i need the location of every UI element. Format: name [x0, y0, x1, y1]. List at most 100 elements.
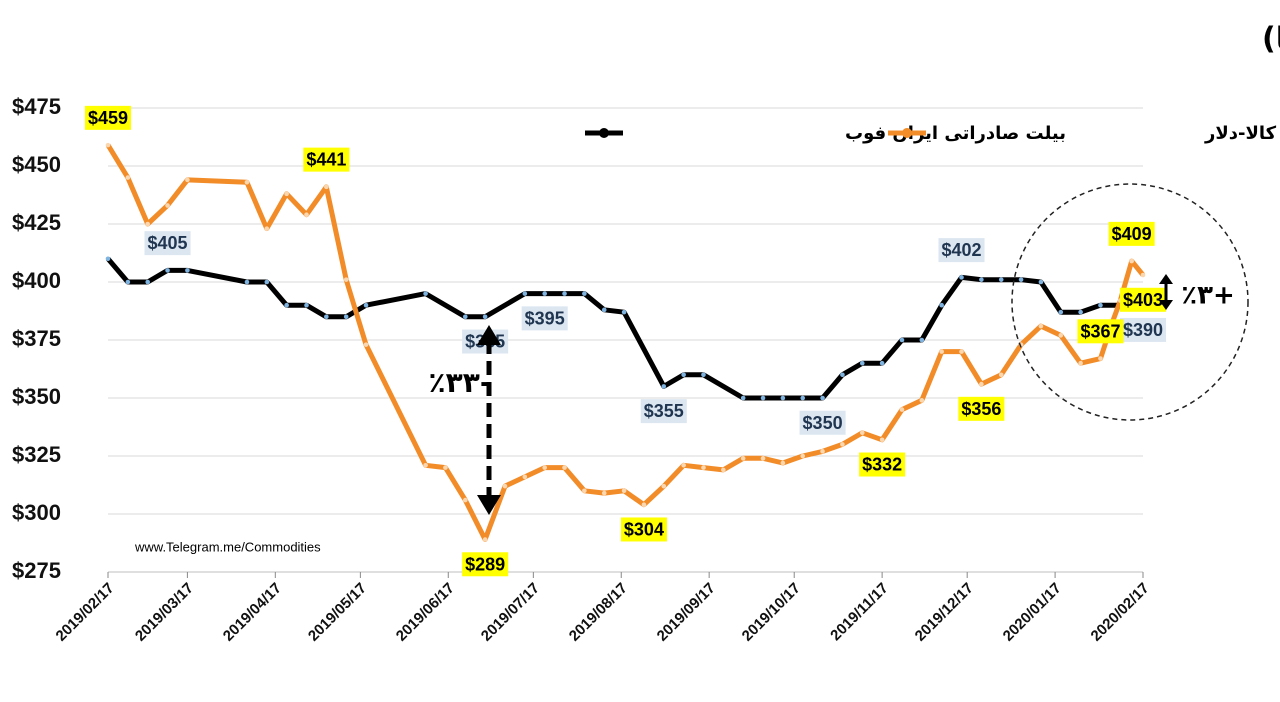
data-point: [939, 302, 944, 308]
source-note: www.Telegram.me/Commodities: [134, 539, 321, 554]
data-point: [1098, 356, 1103, 361]
data-point: [1129, 258, 1134, 264]
data-point: [879, 360, 885, 366]
label-box: [799, 410, 846, 435]
data-point: [701, 372, 706, 378]
data-point: [820, 395, 825, 401]
data-label: $390: [1123, 320, 1163, 340]
data-point: [542, 291, 547, 296]
data-point: [185, 268, 190, 273]
data-point: [979, 381, 984, 387]
data-point: [502, 483, 508, 489]
x-tick-label: 2020/02/17: [1088, 580, 1153, 645]
data-label: $409: [1112, 224, 1152, 244]
x-tick-label: 2019/04/17: [220, 580, 285, 645]
data-point: [601, 490, 607, 496]
data-point: [919, 398, 925, 403]
data-point: [343, 277, 349, 282]
series-line: [106, 257, 1143, 401]
data-point: [582, 488, 587, 494]
data-label: $355: [644, 401, 684, 421]
x-tick-label: 2020/01/17: [1000, 580, 1065, 645]
data-point: [244, 279, 250, 285]
data-point: [562, 465, 567, 470]
x-tick-label: 2019/10/17: [739, 580, 804, 645]
data-point: [443, 465, 448, 470]
label-box: [462, 552, 509, 577]
data-point: [998, 277, 1004, 282]
label-box: [1077, 319, 1124, 344]
x-tick-label: 2019/09/17: [654, 580, 719, 645]
legend-swatch-dot: [902, 128, 912, 138]
x-tick-label: 2019/05/17: [305, 580, 370, 645]
data-point: [105, 142, 111, 148]
y-tick-label: $425: [12, 210, 61, 235]
data-point: [542, 465, 547, 470]
x-tick-label: 2019/02/17: [53, 580, 118, 645]
label-box: [1119, 317, 1167, 342]
data-point: [840, 372, 845, 378]
data-label: $405: [148, 233, 188, 253]
data-label: $304: [624, 519, 664, 539]
data-point: [1140, 272, 1146, 278]
data-point: [185, 177, 190, 183]
data-point: [145, 279, 150, 285]
data-point: [482, 314, 488, 320]
data-point: [1078, 360, 1083, 366]
data-point: [1058, 333, 1064, 338]
rise-annotation: +٪۳: [1181, 281, 1235, 311]
data-point: [681, 462, 686, 468]
data-point: [760, 395, 766, 401]
data-point: [859, 430, 865, 436]
data-point: [165, 268, 170, 273]
label-box: [144, 231, 191, 256]
data-point: [145, 221, 150, 227]
data-point: [125, 175, 131, 180]
data-label: $367: [1080, 321, 1120, 341]
label-box: [640, 399, 687, 424]
label-box: [303, 147, 350, 172]
data-label: $350: [803, 413, 843, 433]
data-point: [641, 502, 647, 508]
label-box: [521, 306, 568, 331]
data-point: [780, 460, 786, 466]
data-point: [681, 372, 686, 378]
data-point: [661, 384, 667, 389]
data-point: [165, 203, 170, 208]
data-point: [423, 291, 428, 296]
data-point: [125, 279, 131, 285]
data-point: [244, 179, 250, 185]
data-point: [1018, 277, 1024, 282]
data-point: [264, 226, 270, 231]
legend-swatch-dot: [599, 128, 609, 138]
data-point: [1058, 309, 1064, 315]
data-label: $289: [465, 554, 505, 574]
label-box: [620, 517, 667, 542]
data-point: [800, 453, 806, 459]
data-point: [899, 407, 905, 412]
label-box: [938, 238, 985, 263]
data-point: [284, 191, 289, 197]
data-point: [582, 291, 587, 296]
data-point: [284, 302, 289, 308]
data-label: $356: [961, 399, 1001, 419]
data-point: [701, 465, 706, 470]
x-tick-label: 2019/07/17: [478, 580, 543, 645]
data-point: [740, 456, 746, 461]
data-label: $332: [862, 455, 902, 475]
label-box: [84, 105, 132, 130]
data-point: [760, 456, 766, 461]
data-point: [482, 537, 488, 542]
data-point: [1038, 279, 1044, 285]
series-line: [105, 143, 1145, 542]
highlight-circle: [1011, 183, 1249, 421]
data-point: [721, 467, 726, 473]
data-point: [959, 349, 964, 354]
drop-annotation: -٪۳۳: [429, 366, 492, 399]
y-tick-label: $400: [12, 268, 61, 293]
data-point: [522, 474, 528, 480]
data-label: $459: [88, 108, 128, 128]
data-point: [423, 462, 428, 468]
data-point: [264, 279, 270, 285]
